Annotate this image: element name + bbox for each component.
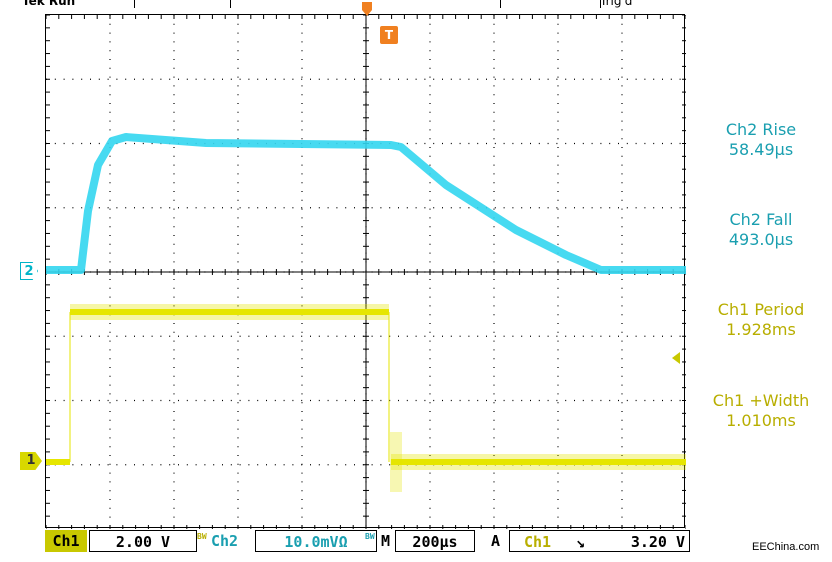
timebase-value[interactable]: 200µs	[395, 530, 475, 552]
ch1-label[interactable]: Ch1	[45, 530, 87, 552]
measurement-2: Ch2 Fall 493.0µs	[690, 210, 832, 250]
measurement-name: Ch1 +Width	[712, 391, 810, 410]
ch2-label[interactable]: Ch2	[211, 532, 239, 550]
ch2-ground-marker[interactable]: 2	[20, 262, 38, 280]
main-timebase-label: M	[381, 532, 391, 550]
trigger-settings[interactable]: Ch1 ↘ 3.20 V	[509, 530, 690, 552]
watermark: EEChina.com	[752, 541, 820, 553]
measurement-value: 58.49µs	[728, 140, 794, 159]
trigger-t-icon: T	[380, 26, 398, 44]
ch1-low-level	[46, 459, 70, 465]
measurement-4: Ch1 +Width 1.010ms	[690, 391, 832, 431]
measurement-3: Ch1 Period 1.928ms	[690, 300, 832, 340]
oscilloscope-screen[interactable]	[45, 14, 686, 529]
waveform-display	[46, 15, 686, 529]
bw-limit-icon: BW	[365, 532, 375, 541]
bw-limit-icon: BW	[197, 532, 207, 541]
trigger-position-arrow	[362, 2, 372, 16]
measurement-name: Ch1 Period	[717, 300, 805, 319]
trigger-status: Trig'd	[600, 0, 633, 8]
trigger-source: Ch1	[524, 533, 552, 551]
acquisition-status: Tek Run	[22, 0, 76, 8]
measurement-value: 493.0µs	[728, 230, 794, 249]
record-marker	[230, 0, 231, 8]
acquire-label: A	[491, 532, 501, 550]
ch1-high-level	[70, 309, 389, 315]
measurement-value: 1.010ms	[726, 411, 796, 430]
ch2-scale[interactable]: 10.0mVΩ	[255, 530, 377, 552]
trigger-position-icon[interactable]	[360, 2, 374, 22]
measurement-panel: Ch2 Rise 58.49µs Ch2 Fall 493.0µs Ch1 Pe…	[690, 0, 832, 528]
top-strip: Tek Run Trig'd	[0, 0, 832, 12]
ch1-ringing	[390, 432, 402, 492]
measurement-name: Ch2 Fall	[729, 210, 793, 229]
measurement-name: Ch2 Rise	[725, 120, 797, 139]
trigger-level-icon[interactable]	[672, 352, 680, 364]
measurement-value: 1.928ms	[726, 320, 796, 339]
ch1-scale[interactable]: 2.00 V	[89, 530, 197, 552]
record-position-bar	[134, 0, 601, 8]
status-bar: Ch1 2.00 V BW Ch2 10.0mVΩ BW M 200µs A C…	[45, 530, 690, 552]
record-marker	[500, 0, 501, 8]
ch1-low-level	[391, 459, 686, 465]
measurement-1: Ch2 Rise 58.49µs	[690, 120, 832, 160]
trigger-level: 3.20 V	[630, 533, 685, 551]
falling-edge-icon: ↘	[576, 533, 586, 551]
ch1-ground-marker[interactable]: 1	[20, 452, 42, 470]
ch2-waveform	[46, 133, 686, 274]
